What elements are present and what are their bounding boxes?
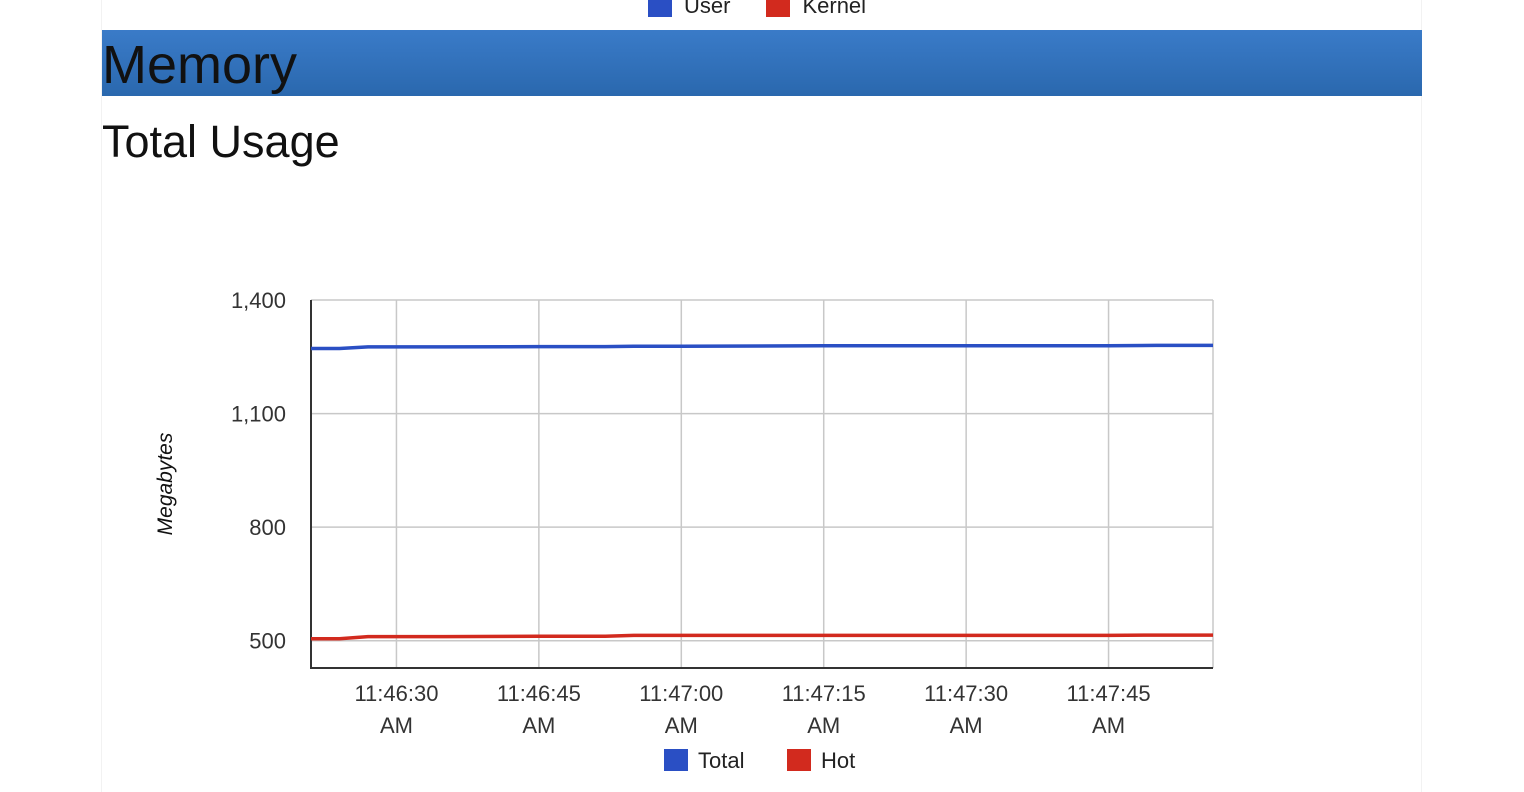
subsection-title: Total Usage	[102, 116, 340, 167]
x-tick-label: 11:46:30	[354, 681, 438, 706]
section-header-memory: Memory	[102, 30, 1422, 96]
legend-swatch-hot	[787, 749, 811, 771]
legend-swatch-total	[664, 749, 688, 771]
legend-item-kernel[interactable]: Kernel	[766, 0, 866, 19]
legend-label-hot[interactable]: Hot	[821, 748, 855, 773]
series-line-hot	[311, 633, 1213, 641]
y-tick-label: 1,400	[231, 288, 286, 313]
section-title: Memory	[102, 35, 298, 95]
legend-item-user[interactable]: User	[648, 0, 730, 19]
content-panel	[101, 0, 1422, 792]
legend-label-kernel: Kernel	[802, 0, 867, 18]
x-tick-label-ampm: AM	[665, 713, 698, 738]
y-tick-label: 500	[249, 629, 286, 654]
y-tick-label: 800	[249, 515, 286, 540]
x-tick-label: 11:47:30	[924, 681, 1008, 706]
x-tick-label: 11:47:45	[1067, 681, 1151, 706]
x-tick-label-ampm: AM	[950, 713, 983, 738]
x-tick-label-ampm: AM	[807, 713, 840, 738]
y-tick-label: 1,100	[231, 402, 286, 427]
x-tick-label: 11:46:45	[497, 681, 581, 706]
x-tick-label-ampm: AM	[522, 713, 555, 738]
legend-label-user: User	[684, 0, 731, 18]
x-tick-label-ampm: AM	[1092, 713, 1125, 738]
series-line-total	[311, 343, 1213, 351]
x-tick-label: 11:47:00	[639, 681, 723, 706]
legend-swatch-user	[648, 0, 672, 17]
cpu-chart-legend: User Kernel	[648, 0, 866, 18]
y-axis-title: Megabytes	[154, 432, 177, 535]
x-tick-label: 11:47:15	[782, 681, 866, 706]
x-tick-label-ampm: AM	[380, 713, 413, 738]
legend-label-total[interactable]: Total	[698, 748, 744, 773]
legend-swatch-kernel	[766, 0, 791, 17]
